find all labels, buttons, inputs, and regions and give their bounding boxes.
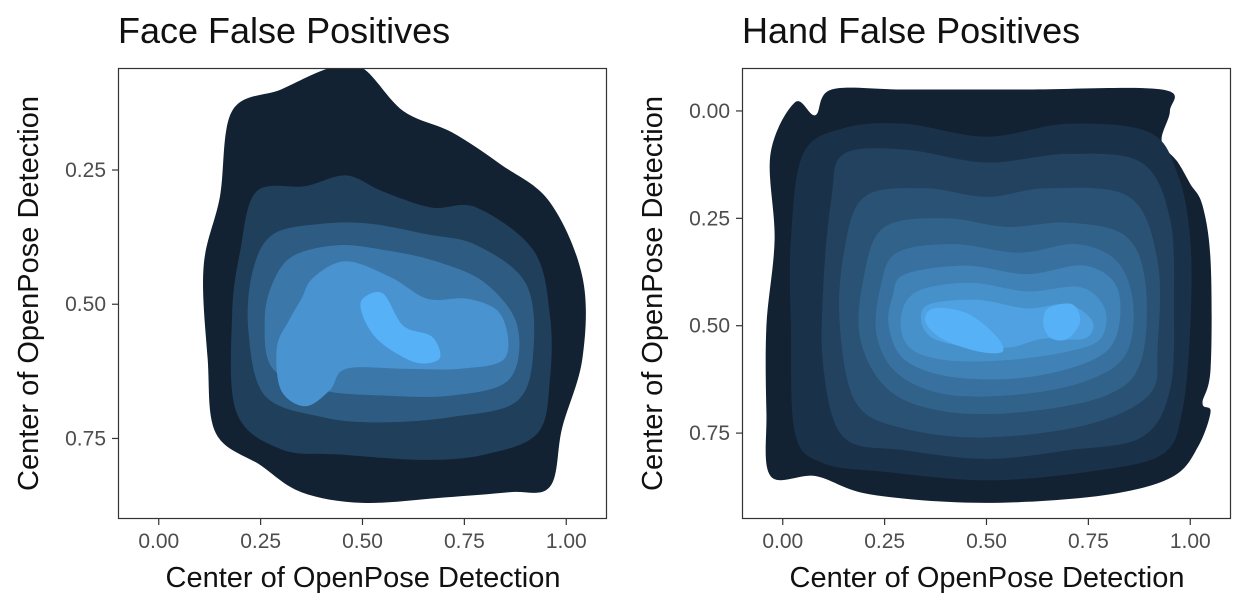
hand-x-tick-label: 0.00: [762, 530, 803, 553]
hand-y-axis-label: Center of OpenPose Detection: [636, 96, 669, 491]
face-chart-title: Face False Positives: [118, 10, 451, 51]
face-x-tick-label: 0.00: [138, 530, 179, 553]
face-x-tick-label: 0.50: [342, 530, 383, 553]
face-plot-border: [117, 67, 608, 520]
face-panel: Face False Positives 0.00 0.25 0.50 0.75 1.0…: [12, 10, 608, 594]
face-plot: 0.00 0.25 0.50 0.75 1.00 0.25 0.50 0.75: [65, 67, 608, 553]
face-y-tick-label: 0.25: [65, 159, 106, 182]
hand-density-contours: [765, 87, 1212, 503]
hand-x-tick-label: 0.50: [966, 530, 1007, 553]
hand-density-level-10-region-10: [1043, 303, 1081, 341]
hand-y-tick-label: 0.25: [689, 207, 730, 230]
hand-y-tick-label: 0.00: [689, 100, 730, 123]
face-y-tick-label: 0.50: [65, 293, 106, 316]
face-y-tick-label: 0.75: [65, 427, 106, 450]
hand-chart-title: Hand False Positives: [742, 10, 1081, 51]
face-y-axis-label: Center of OpenPose Detection: [12, 96, 45, 491]
face-x-axis-label: Center of OpenPose Detection: [165, 562, 561, 594]
hand-x-tick-label: 0.25: [864, 530, 905, 553]
face-x-tick-label: 0.25: [240, 530, 281, 553]
hand-plot: 0.00 0.25 0.50 0.75 1.00 0.00 0.25 0.50 0.75: [689, 67, 1232, 553]
hand-x-axis-label: Center of OpenPose Detection: [789, 562, 1185, 594]
hand-y-tick-label: 0.50: [689, 315, 730, 338]
face-x-tick-label: 1.00: [546, 530, 587, 553]
hand-x-tick-label: 0.75: [1068, 530, 1109, 553]
hand-x-tick-label: 1.00: [1170, 530, 1211, 553]
face-density-contours: [203, 68, 586, 504]
hand-panel: Hand False Positives 0.00 0.25 0.50 0.75 1.0…: [624, 0, 1248, 614]
hand-y-tick-label: 0.75: [689, 422, 730, 445]
hand-density-level-10-region-9: [925, 307, 1004, 354]
hand-plot-border: [741, 67, 1232, 520]
face-density-level-6-region-5: [360, 291, 441, 364]
face-x-tick-label: 0.75: [444, 530, 485, 553]
